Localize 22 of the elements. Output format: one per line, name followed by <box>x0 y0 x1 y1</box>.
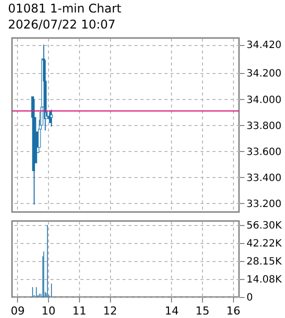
x-tick-label: 11 <box>72 304 86 318</box>
chart-subtitle: 2026/07/22 10:07 <box>8 17 116 32</box>
y-tick-label: 33.200 <box>246 198 282 210</box>
candlestick <box>50 109 53 128</box>
y-tick-label: 33.800 <box>246 120 282 132</box>
y-tick-label: 33.600 <box>246 146 282 158</box>
y-tick-label: 42.22K <box>246 238 282 250</box>
y-tick-label: 14.08K <box>246 274 282 286</box>
y-tick-label: 34.000 <box>246 94 282 106</box>
chart-title: 01081 1-min Chart <box>8 1 122 16</box>
x-tick-label: 10 <box>42 304 56 318</box>
x-tick-label: 12 <box>103 304 118 318</box>
x-tick-label: 09 <box>10 304 25 318</box>
x-tick-label: 14 <box>164 304 179 318</box>
y-tick-label: 0 <box>246 292 253 304</box>
y-tick-label: 34.420 <box>246 40 282 52</box>
y-tick-label: 56.30K <box>246 220 282 232</box>
x-tick-label: 15 <box>196 304 210 318</box>
y-tick-label: 34.200 <box>246 68 282 80</box>
y-tick-label: 33.400 <box>246 172 282 184</box>
x-tick-label: 16 <box>226 304 240 318</box>
y-tick-label: 28.15K <box>246 256 282 268</box>
